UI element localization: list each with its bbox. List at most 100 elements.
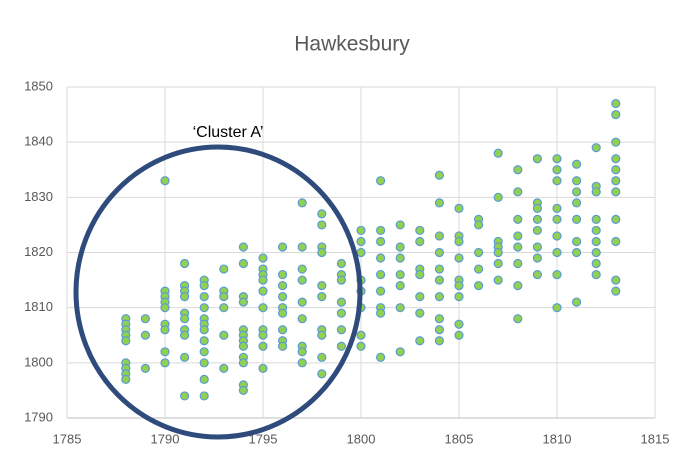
- point: [219, 264, 229, 274]
- point: [258, 275, 268, 285]
- point: [278, 269, 288, 280]
- point: [395, 269, 405, 280]
- point: [591, 214, 601, 224]
- point: [454, 203, 464, 213]
- point: [434, 170, 444, 180]
- point: [415, 292, 425, 302]
- point: [258, 253, 268, 263]
- y-tick-label: 1810: [24, 299, 53, 314]
- point: [160, 303, 170, 313]
- point: [552, 214, 562, 224]
- point: [395, 281, 405, 291]
- point: [591, 187, 601, 197]
- point: [199, 336, 209, 346]
- point: [395, 220, 405, 230]
- y-tick-label: 1790: [24, 409, 53, 424]
- point: [552, 247, 562, 258]
- point: [513, 165, 523, 175]
- point: [513, 214, 523, 224]
- point: [317, 330, 327, 340]
- point: [297, 198, 307, 208]
- point: [336, 308, 346, 318]
- point: [513, 187, 523, 197]
- point: [258, 286, 268, 296]
- point: [415, 308, 425, 318]
- y-tick-label: 1850: [24, 78, 53, 93]
- point: [317, 281, 327, 291]
- point: [297, 275, 307, 285]
- point: [591, 269, 601, 280]
- x-tick-label: 1785: [53, 431, 82, 446]
- x-tick-label: 1790: [151, 431, 180, 446]
- point: [219, 363, 229, 373]
- point: [434, 264, 444, 274]
- point: [219, 303, 229, 313]
- point: [317, 369, 327, 379]
- point: [278, 292, 288, 302]
- point: [415, 236, 425, 247]
- point: [454, 236, 464, 247]
- point: [474, 220, 484, 230]
- point: [219, 330, 229, 340]
- point: [434, 314, 444, 324]
- point: [532, 214, 543, 224]
- point: [571, 297, 582, 307]
- point: [336, 275, 346, 285]
- point: [258, 303, 268, 313]
- point: [356, 341, 366, 351]
- point: [552, 303, 562, 313]
- point: [513, 242, 523, 252]
- point: [571, 176, 582, 186]
- point: [297, 264, 307, 274]
- y-tick-label: 1800: [24, 354, 53, 369]
- point: [238, 385, 248, 396]
- point: [513, 231, 523, 241]
- chart-title: Hawkesbury: [294, 33, 410, 56]
- point: [532, 203, 543, 213]
- point: [474, 281, 484, 291]
- point: [376, 269, 386, 280]
- point: [180, 352, 190, 362]
- point: [611, 187, 621, 197]
- x-tick-label: 1810: [543, 431, 572, 446]
- point: [219, 292, 229, 302]
- point: [434, 325, 444, 335]
- point: [297, 314, 307, 324]
- point: [140, 314, 150, 324]
- point: [238, 358, 248, 368]
- point: [238, 242, 248, 252]
- point: [180, 391, 190, 401]
- point: [317, 352, 327, 362]
- point: [611, 109, 621, 120]
- point: [180, 314, 190, 324]
- point: [297, 242, 307, 252]
- point: [180, 258, 190, 269]
- point: [532, 154, 543, 164]
- annotation: ‘Cluster A’: [193, 124, 264, 141]
- point: [611, 286, 621, 296]
- point: [297, 297, 307, 307]
- point: [493, 275, 503, 285]
- point: [454, 330, 464, 340]
- point: [571, 187, 582, 197]
- point: [493, 258, 503, 269]
- point: [611, 154, 621, 164]
- points: [121, 98, 621, 401]
- point: [552, 165, 562, 175]
- point: [278, 308, 288, 318]
- y-tick-label: 1820: [24, 244, 53, 259]
- point: [493, 192, 503, 202]
- point: [258, 341, 268, 351]
- point: [532, 269, 543, 280]
- point: [552, 269, 562, 280]
- x-tick-label: 1795: [249, 431, 278, 446]
- point: [415, 336, 425, 346]
- point: [611, 165, 621, 175]
- point: [199, 347, 209, 357]
- point: [356, 236, 366, 247]
- point: [356, 225, 366, 236]
- point: [140, 330, 150, 340]
- point: [336, 297, 346, 307]
- point: [434, 292, 444, 302]
